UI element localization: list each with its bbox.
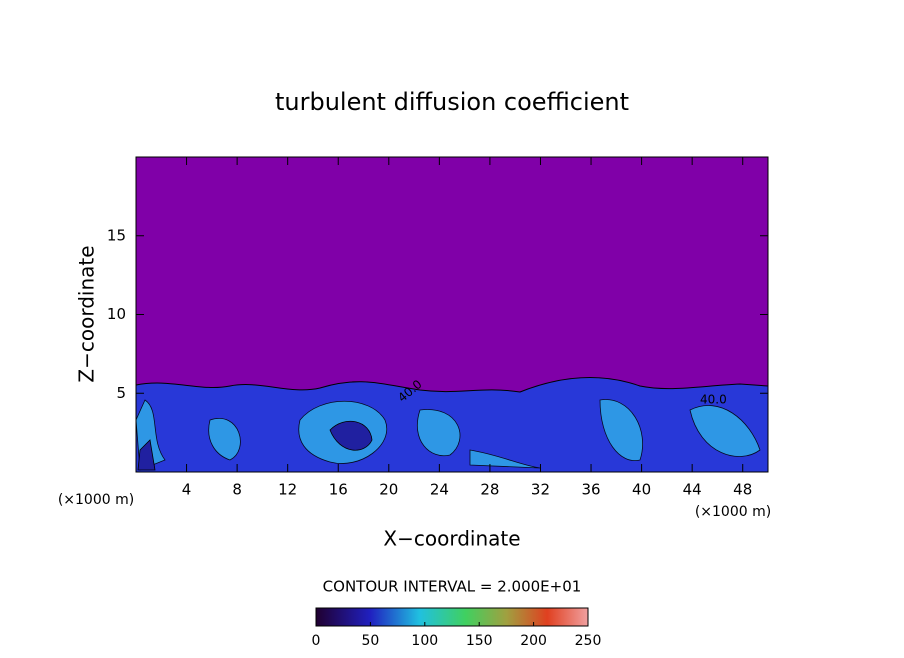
x-tick-label: 8 (232, 481, 242, 499)
turbulent-eddy (136, 399, 761, 471)
x-unit-label: (×1000 m) (695, 504, 771, 520)
x-tick-label: 24 (430, 481, 449, 499)
y-axis-label: Z−coordinate (75, 245, 99, 382)
field (136, 157, 768, 472)
chart-title: turbulent diffusion coefficient (275, 88, 629, 116)
colorbar (315, 607, 589, 627)
contour-interval: CONTOUR INTERVAL = 2.000E+01 (323, 578, 582, 596)
colorbar-tick-label: 200 (520, 633, 547, 649)
x-axis-label: X−coordinate (383, 527, 520, 551)
colorbar-tick-label: 150 (466, 633, 493, 649)
x-tick-label: 48 (733, 481, 752, 499)
contour-label: 40.0 (700, 393, 727, 407)
x-tick-label: 28 (480, 481, 499, 499)
x-tick-label: 16 (329, 481, 348, 499)
y-tick-label: 15 (107, 226, 126, 244)
turbulent-core (137, 421, 373, 471)
y-unit-label: (×1000 m) (58, 492, 134, 508)
colorbar-tick-label: 50 (361, 633, 379, 649)
x-tick-label: 36 (581, 481, 600, 499)
colorbar-tick-label: 0 (312, 633, 321, 649)
y-tick-label: 5 (116, 384, 126, 402)
colorbar-tick-label: 250 (575, 633, 602, 649)
x-tick-label: 4 (182, 481, 192, 499)
x-tick-label: 32 (531, 481, 550, 499)
x-tick-label: 44 (683, 481, 702, 499)
colorbar-tick-label: 100 (411, 633, 438, 649)
x-tick-label: 40 (632, 481, 651, 499)
x-tick-label: 20 (379, 481, 398, 499)
x-tick-label: 12 (278, 481, 297, 499)
y-tick-label: 10 (107, 305, 126, 323)
